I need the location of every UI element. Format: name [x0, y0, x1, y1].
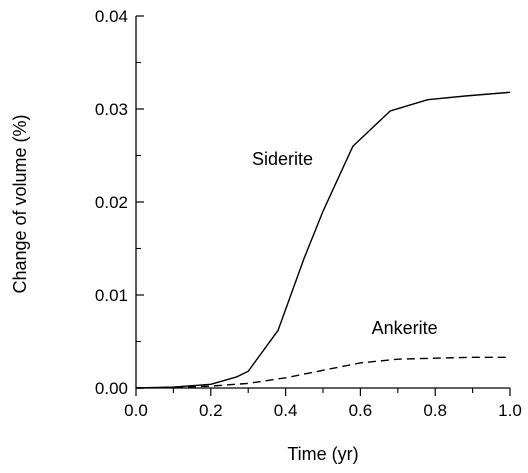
annotation-siderite: Siderite	[252, 149, 313, 169]
x-axis-ticks: 0.0 0.2 0.4 0.6 0.8 1.0	[124, 388, 522, 420]
y-axis-ticks: 0.00 0.01 0.02 0.03 0.04	[95, 7, 144, 398]
y-axis-title: Change of volume (%)	[10, 114, 30, 293]
axes	[135, 16, 510, 389]
y-tick-label: 0.02	[95, 193, 128, 212]
x-tick-label: 0.2	[199, 401, 223, 420]
annotations: Siderite Ankerite	[252, 149, 438, 338]
x-tick-label: 0.4	[274, 401, 298, 420]
x-tick-label: 1.0	[498, 401, 522, 420]
x-tick-label: 0.6	[349, 401, 373, 420]
x-tick-label: 0.8	[423, 401, 447, 420]
series-line-ankerite	[135, 356, 510, 389]
x-tick-label: 0.0	[124, 401, 148, 420]
y-tick-label: 0.01	[95, 286, 128, 305]
series-line-siderite	[135, 91, 511, 389]
x-axis-title: Time (yr)	[287, 444, 358, 464]
y-tick-label: 0.00	[95, 379, 128, 398]
annotation-ankerite: Ankerite	[372, 318, 438, 338]
y-tick-label: 0.03	[95, 100, 128, 119]
y-tick-label: 0.04	[95, 7, 128, 26]
series-lines	[135, 91, 511, 389]
